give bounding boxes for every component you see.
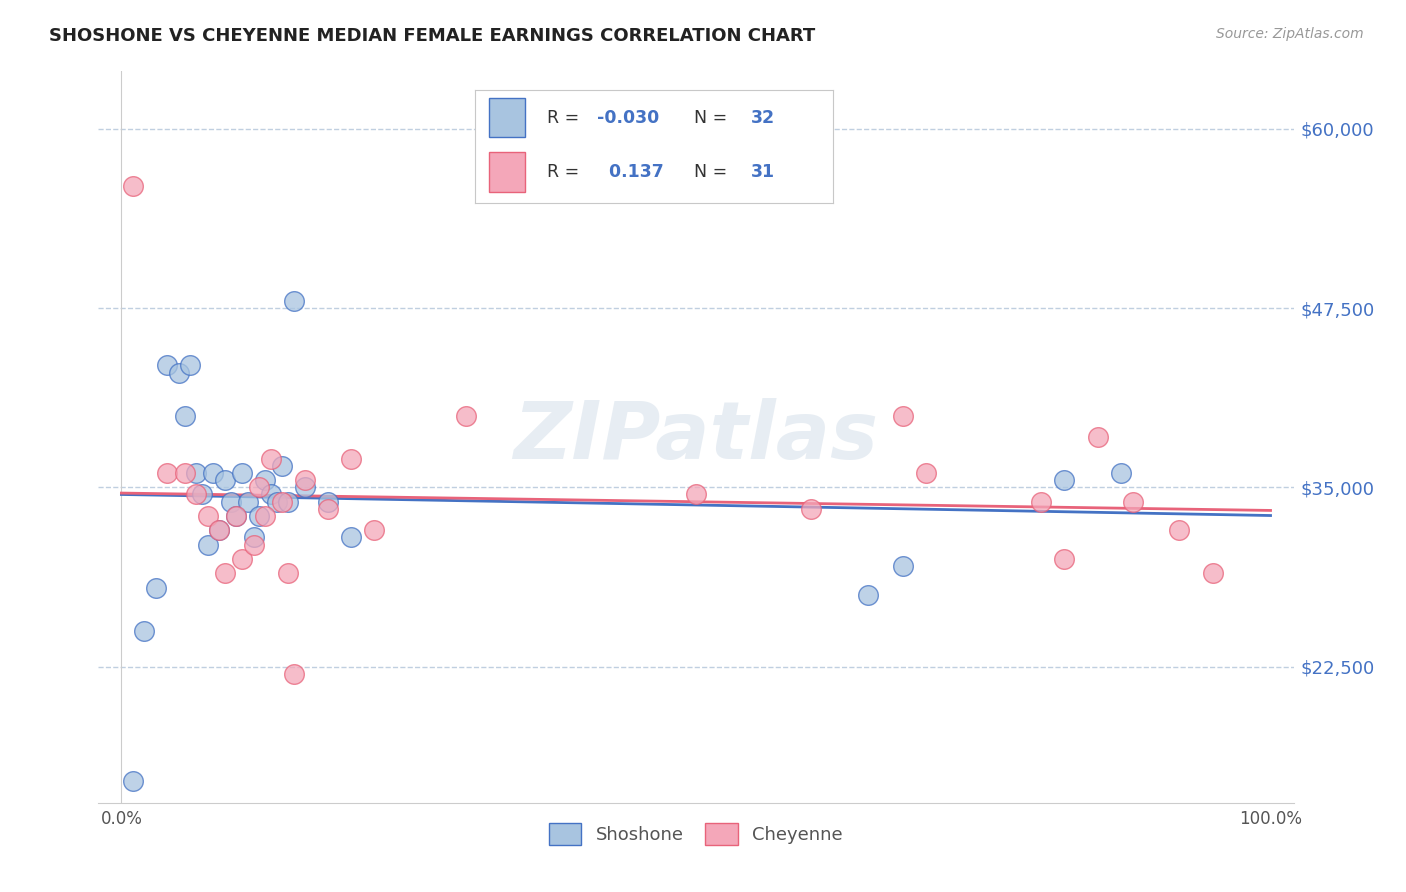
Point [197,538,219,552]
Point [254,508,277,523]
Point [1167,524,1189,538]
Point [266,494,288,508]
Point [247,508,270,523]
Point [214,473,236,487]
Point [271,458,294,473]
Point [283,293,305,308]
Point [134,624,156,638]
Point [208,524,231,538]
Point [184,466,207,480]
Point [191,487,214,501]
Point [1029,494,1052,508]
Point [1087,430,1109,444]
Point [891,559,914,574]
Point [242,531,264,545]
Point [145,581,167,595]
Point [316,501,339,516]
Point [231,552,253,566]
Point [208,524,231,538]
Point [225,508,247,523]
Point [173,466,195,480]
Point [316,494,339,508]
Point [1053,552,1076,566]
Point [179,359,201,373]
Point [1122,494,1144,508]
Point [254,473,277,487]
Point [277,566,299,581]
Point [340,451,363,466]
Point [231,466,253,480]
Point [202,466,225,480]
Point [236,494,259,508]
Point [1109,466,1132,480]
Point [1202,566,1225,581]
Point [294,480,316,494]
Point [167,366,190,380]
Point [242,538,264,552]
Point [891,409,914,423]
Point [914,466,936,480]
Point [1053,473,1076,487]
Text: ZIPatlas: ZIPatlas [513,398,879,476]
Point [277,494,299,508]
Text: SHOSHONE VS CHEYENNE MEDIAN FEMALE EARNINGS CORRELATION CHART: SHOSHONE VS CHEYENNE MEDIAN FEMALE EARNI… [49,27,815,45]
Point [247,480,270,494]
Point [122,179,145,194]
Point [456,409,478,423]
Point [219,494,242,508]
Point [173,409,195,423]
Point [260,487,283,501]
Point [214,566,236,581]
Point [156,359,179,373]
Point [122,774,145,789]
Legend: Shoshone, Cheyenne: Shoshone, Cheyenne [541,816,851,852]
Point [340,531,363,545]
Point [294,473,316,487]
Point [225,508,247,523]
Text: Source: ZipAtlas.com: Source: ZipAtlas.com [1216,27,1364,41]
Point [184,487,207,501]
Point [260,451,283,466]
Point [197,508,219,523]
Point [363,524,385,538]
Point [156,466,179,480]
Point [858,588,880,602]
Point [271,494,294,508]
Point [685,487,707,501]
Point [800,501,823,516]
Point [283,666,305,681]
